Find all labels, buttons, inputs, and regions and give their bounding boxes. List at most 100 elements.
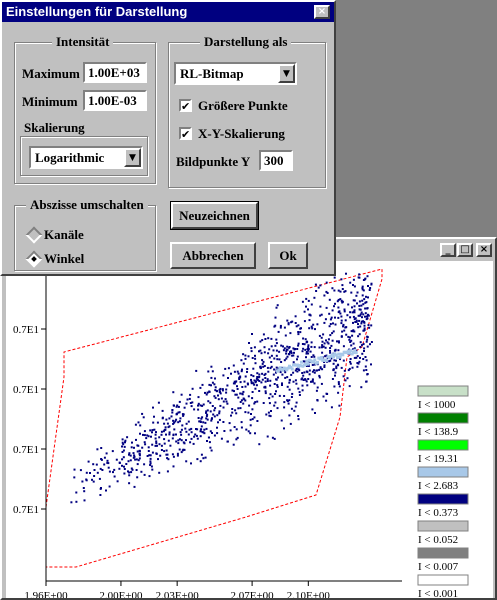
data-point xyxy=(240,426,243,429)
data-point xyxy=(302,347,305,350)
data-point xyxy=(364,356,367,358)
dialog-titlebar[interactable]: Einstellungen für Darstellung × xyxy=(2,2,334,22)
data-point xyxy=(367,285,369,287)
close-button[interactable]: × xyxy=(314,5,330,19)
data-point xyxy=(356,365,359,368)
data-point xyxy=(320,346,323,349)
angle-label[interactable]: Winkel xyxy=(44,251,85,266)
data-point xyxy=(196,428,199,431)
data-point xyxy=(296,370,299,373)
data-point xyxy=(303,343,306,346)
data-point xyxy=(313,371,316,374)
data-point xyxy=(355,320,358,323)
maximum-input[interactable]: 1.00E+03 xyxy=(83,62,147,83)
data-point xyxy=(149,464,152,466)
data-point xyxy=(265,413,268,416)
data-point xyxy=(289,332,292,335)
highlight-point xyxy=(278,366,282,370)
data-point xyxy=(338,341,340,344)
data-point xyxy=(166,422,169,425)
data-point xyxy=(359,356,361,359)
channels-label[interactable]: Kanäle xyxy=(44,227,84,242)
data-point xyxy=(269,415,272,418)
data-point xyxy=(291,320,294,323)
xy-scaling-label[interactable]: X-Y-Skalierung xyxy=(198,126,285,141)
data-point xyxy=(210,376,213,379)
plot-close-button[interactable]: × xyxy=(476,243,492,257)
data-point xyxy=(250,380,253,383)
data-point xyxy=(201,404,204,407)
data-point xyxy=(297,342,300,345)
data-point xyxy=(346,377,349,380)
data-point xyxy=(137,421,140,424)
data-point xyxy=(310,356,313,358)
data-point xyxy=(205,393,208,396)
data-point xyxy=(245,428,248,431)
data-point xyxy=(349,358,352,360)
data-point xyxy=(250,347,253,350)
data-point xyxy=(165,433,167,436)
data-point xyxy=(294,348,297,350)
data-point xyxy=(113,468,116,471)
data-point xyxy=(296,358,298,361)
highlight-point xyxy=(281,368,285,372)
data-point xyxy=(73,468,76,471)
data-point xyxy=(264,338,267,340)
data-point xyxy=(283,326,286,329)
data-point xyxy=(353,285,356,288)
data-point xyxy=(325,306,328,309)
data-point xyxy=(258,390,261,392)
data-point xyxy=(364,365,367,368)
data-point xyxy=(158,443,161,446)
redraw-button[interactable]: Neuzeichnen xyxy=(171,202,258,229)
data-point xyxy=(180,393,183,396)
mode-dropdown[interactable]: RL-Bitmap ▼ xyxy=(174,62,297,85)
data-point xyxy=(235,438,238,441)
data-point xyxy=(263,386,266,389)
minimize-button[interactable]: _ xyxy=(440,243,456,257)
scaling-dropdown-arrow[interactable]: ▼ xyxy=(124,148,141,167)
mode-dropdown-arrow[interactable]: ▼ xyxy=(278,64,295,83)
data-point xyxy=(340,322,343,325)
data-point xyxy=(314,283,317,286)
data-point xyxy=(353,356,356,359)
pixels-y-input[interactable]: 300 xyxy=(259,150,293,171)
maximize-button[interactable]: □ xyxy=(457,243,473,257)
data-point xyxy=(96,471,99,474)
data-point xyxy=(349,362,352,365)
data-point xyxy=(180,428,183,431)
ok-button[interactable]: Ok xyxy=(268,242,308,269)
data-point xyxy=(306,384,309,387)
cancel-button[interactable]: Abbrechen xyxy=(170,242,256,269)
data-point xyxy=(316,399,319,401)
bigger-points-label[interactable]: Größere Punkte xyxy=(198,98,288,113)
data-point xyxy=(328,298,331,301)
data-point xyxy=(235,412,238,415)
data-point xyxy=(311,364,314,366)
xy-scaling-checkbox[interactable]: ✔ xyxy=(179,127,192,141)
data-point xyxy=(301,350,304,353)
data-point xyxy=(108,485,111,488)
data-point xyxy=(134,458,137,461)
data-point xyxy=(320,336,323,339)
data-point xyxy=(361,288,364,291)
data-point xyxy=(147,450,150,452)
data-point xyxy=(204,421,207,424)
data-point xyxy=(347,369,350,372)
data-point xyxy=(356,302,358,305)
data-point xyxy=(272,373,275,376)
data-point xyxy=(333,359,336,362)
data-point xyxy=(306,348,309,350)
bigger-points-checkbox[interactable]: ✔ xyxy=(179,99,192,113)
data-point xyxy=(324,318,327,321)
data-point xyxy=(341,284,344,287)
data-point xyxy=(253,346,256,349)
data-point xyxy=(333,289,336,292)
data-point xyxy=(359,346,362,348)
data-point xyxy=(361,352,364,355)
minimum-input[interactable]: 1.00E-03 xyxy=(83,90,147,111)
scaling-dropdown[interactable]: Logarithmic ▼ xyxy=(29,146,143,169)
data-point xyxy=(118,467,121,470)
data-point xyxy=(363,321,366,324)
data-point xyxy=(270,361,273,363)
